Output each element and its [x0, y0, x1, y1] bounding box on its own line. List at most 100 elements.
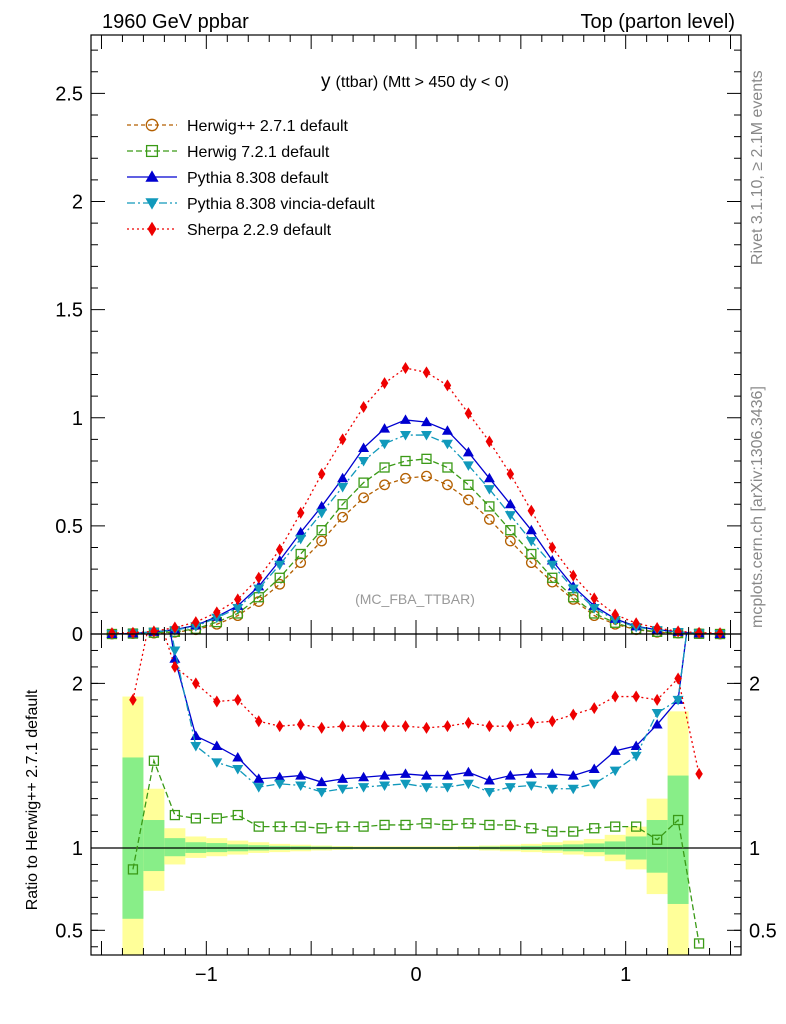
data-point-ratio-2 — [694, 530, 705, 540]
main-y-tick-label: 0.5 — [55, 516, 83, 538]
data-point-ratio-3 — [525, 781, 537, 791]
data-point-ratio-4 — [506, 720, 515, 733]
legend-marker — [145, 118, 159, 132]
data-point-main-1 — [526, 548, 537, 560]
data-point-main-0 — [337, 511, 349, 523]
data-point-main-4 — [401, 362, 410, 375]
data-point-main-2 — [483, 472, 495, 483]
data-point-main-4 — [485, 435, 494, 448]
data-point-ratio-4 — [150, 595, 158, 607]
data-point-ratio-1 — [169, 809, 181, 821]
data-point-main-4 — [338, 433, 347, 446]
data-point-main-1 — [295, 548, 306, 560]
data-point-ratio-4 — [254, 715, 263, 728]
data-point-ratio-4 — [695, 767, 703, 780]
x-tick-label: 1 — [620, 964, 631, 986]
data-point-main-3 — [504, 511, 516, 521]
data-point-ratio-2 — [316, 776, 328, 787]
data-point-main-4 — [548, 541, 557, 554]
data-point-ratio-1 — [190, 813, 201, 824]
data-point-main-4 — [590, 592, 598, 605]
data-point-ratio-2 — [420, 770, 432, 780]
series-line-main-0 — [111, 475, 721, 635]
data-point-ratio-2 — [337, 773, 349, 783]
data-point-main-1 — [358, 477, 369, 488]
data-point-ratio-4 — [192, 677, 200, 690]
data-point-ratio-1 — [568, 826, 579, 837]
process-label: Top (parton level) — [580, 11, 735, 33]
data-point-ratio-4 — [590, 702, 598, 715]
data-point-ratio-1 — [274, 821, 285, 832]
data-point-ratio-2 — [295, 770, 307, 780]
data-point-ratio-4 — [632, 690, 640, 703]
data-point-ratio-3 — [630, 751, 642, 762]
mcplots-label: mcplots.cern.ch [arXiv:1306.3436] — [749, 386, 766, 628]
main-y-tick-label: 2.5 — [55, 83, 83, 105]
data-point-ratio-3 — [400, 779, 412, 790]
data-point-main-4 — [254, 571, 263, 584]
data-point-main-4 — [129, 626, 137, 639]
data-point-main-3 — [379, 439, 391, 450]
data-point-ratio-2 — [441, 770, 453, 780]
data-point-main-4 — [653, 621, 661, 634]
data-point-ratio-4 — [380, 720, 389, 733]
data-point-ratio-4 — [569, 708, 578, 721]
data-point-ratio-3 — [148, 531, 159, 541]
data-point-ratio-3 — [316, 788, 328, 798]
data-point-ratio-2 — [546, 768, 558, 778]
data-point-main-2 — [379, 423, 391, 433]
data-point-main-0 — [442, 479, 453, 491]
data-point-ratio-2 — [504, 770, 516, 780]
data-point-ratio-3 — [588, 779, 600, 790]
data-point-main-3 — [400, 431, 412, 441]
data-point-main-3 — [337, 482, 349, 493]
data-point-main-4 — [527, 504, 536, 517]
data-point-main-1 — [484, 501, 495, 512]
data-point-ratio-4 — [171, 660, 179, 673]
data-point-ratio-1 — [672, 814, 684, 826]
data-point-ratio-2 — [379, 770, 391, 780]
legend-marker — [145, 198, 159, 210]
data-point-ratio-2 — [211, 740, 223, 750]
data-point-main-3 — [546, 560, 558, 571]
data-point-ratio-2 — [358, 771, 370, 782]
data-point-ratio-2 — [274, 771, 286, 782]
data-point-ratio-1 — [463, 818, 474, 829]
data-point-ratio-1 — [127, 864, 139, 875]
data-point-ratio-1 — [400, 819, 411, 831]
uncertainty-band-green — [143, 820, 165, 872]
data-point-main-1 — [505, 525, 516, 536]
series-line-ratio-2 — [170, 634, 688, 783]
ratio-y-tick-label-right: 1 — [749, 838, 760, 860]
data-point-main-0 — [274, 578, 286, 590]
legend-marker — [145, 170, 159, 182]
data-point-main-1 — [274, 572, 285, 583]
data-point-main-3 — [295, 534, 307, 545]
data-point-ratio-4 — [317, 721, 326, 734]
ratio-plot-frame — [90, 633, 742, 956]
data-point-ratio-4 — [275, 720, 284, 733]
x-tick-label: −1 — [195, 964, 218, 986]
data-point-ratio-4 — [213, 695, 221, 708]
data-point-ratio-1 — [358, 821, 369, 832]
data-point-ratio-1 — [505, 819, 516, 831]
data-point-ratio-4 — [359, 720, 368, 733]
data-point-main-0 — [504, 535, 516, 547]
main-y-tick-label: 1.5 — [55, 300, 83, 322]
data-point-main-3 — [441, 439, 453, 450]
data-point-ratio-3 — [127, 531, 138, 541]
data-point-main-4 — [108, 627, 116, 640]
data-point-main-4 — [506, 467, 515, 480]
data-point-main-1 — [421, 453, 432, 464]
data-point-main-4 — [695, 626, 703, 639]
data-point-main-0 — [358, 492, 369, 504]
analysis-watermark: (MC_FBA_TTBAR) — [355, 591, 475, 607]
uncertainty-band-green — [122, 757, 144, 919]
data-point-ratio-1 — [547, 826, 558, 837]
data-point-ratio-3 — [295, 781, 307, 791]
data-point-ratio-1 — [442, 819, 453, 831]
data-point-main-4 — [213, 606, 221, 619]
data-point-main-4 — [296, 506, 305, 519]
data-point-ratio-2 — [127, 530, 138, 540]
data-point-ratio-4 — [527, 716, 536, 729]
